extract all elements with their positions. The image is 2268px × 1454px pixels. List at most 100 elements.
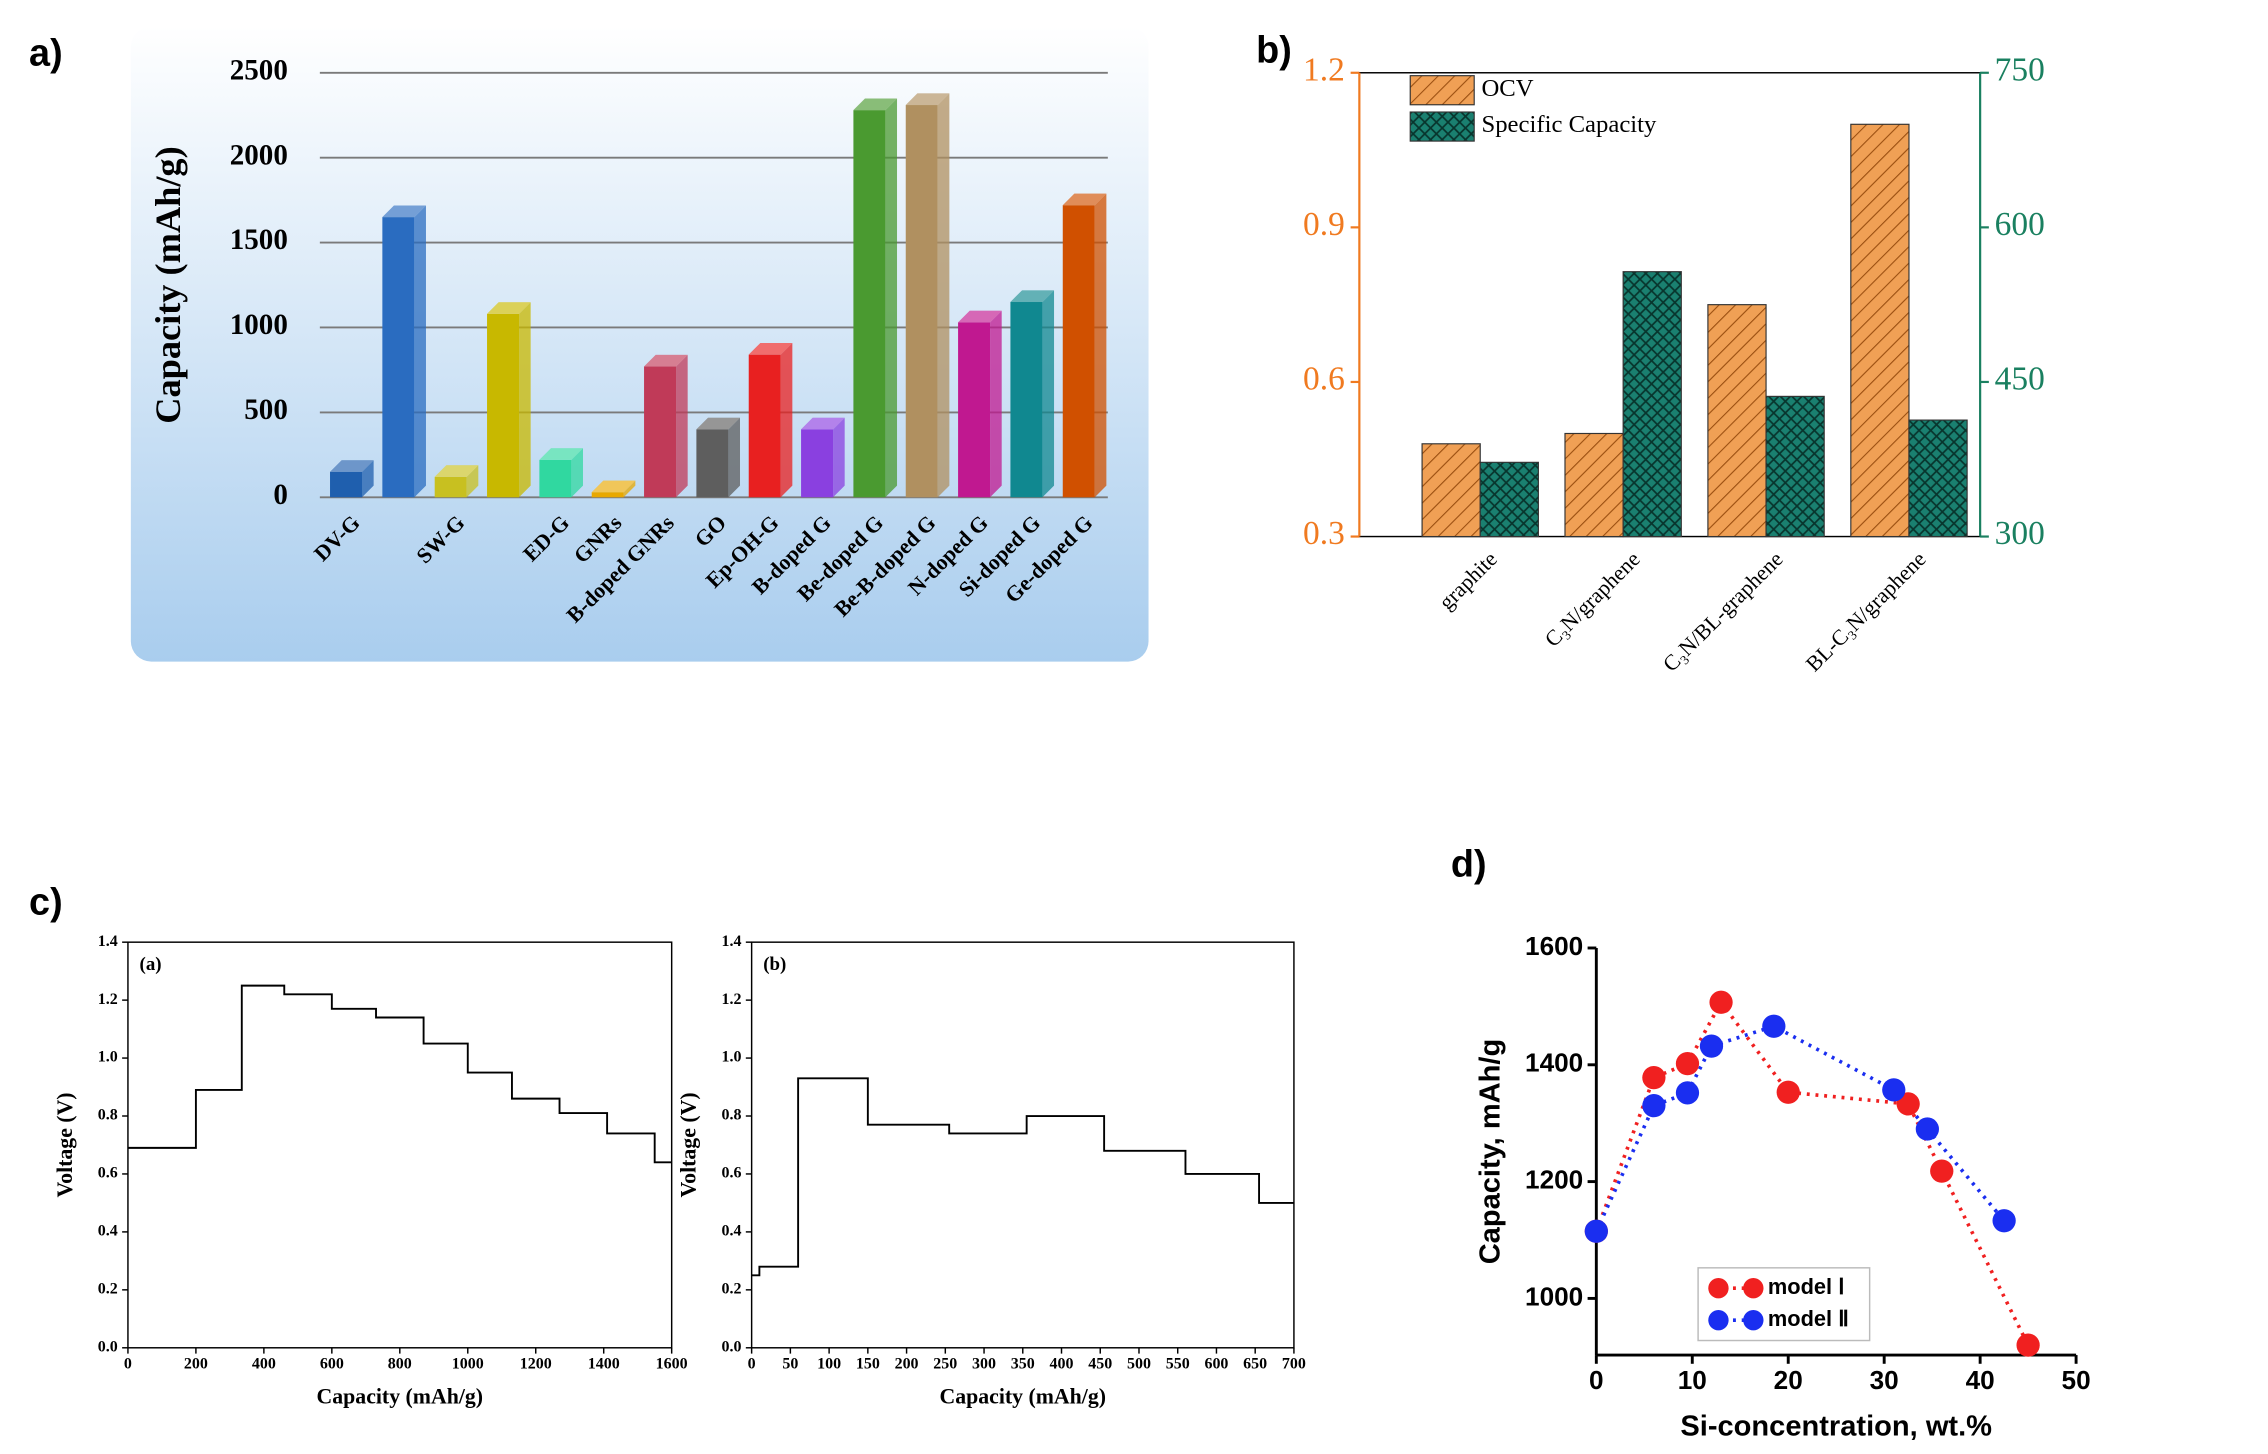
- bar-top: [591, 480, 636, 493]
- bar-side: [780, 343, 793, 498]
- x-tick-label: 20: [1774, 1365, 1803, 1395]
- bar-top-shine: [382, 205, 426, 218]
- y-tick-label: 0.6: [721, 1165, 741, 1182]
- bar: [801, 429, 834, 498]
- x-tick-label: 0: [124, 1355, 132, 1372]
- legend-label: model Ⅰ: [1768, 1274, 1845, 1299]
- x-tick-label: 50: [782, 1355, 798, 1372]
- x-tick-label: graphite: [1434, 547, 1501, 614]
- legend-marker: [1708, 1278, 1729, 1299]
- y-tick-label: 0.2: [721, 1281, 741, 1298]
- y-tick-label: 1.2: [98, 991, 118, 1008]
- point: [1699, 1034, 1724, 1058]
- x-tick-label: 800: [388, 1355, 412, 1372]
- y-tick-label: 0.4: [721, 1223, 741, 1240]
- y-tick-label: 0.8: [98, 1107, 118, 1124]
- x-tick-label: 650: [1243, 1355, 1267, 1372]
- bar-side: [937, 93, 950, 498]
- y2-tick-label: 450: [1995, 361, 2045, 398]
- y-tick-label: 1.4: [98, 933, 118, 950]
- point: [1896, 1092, 1920, 1116]
- y-tick-label: 1400: [1525, 1048, 1583, 1078]
- y-tick-label: 0.3: [1303, 515, 1345, 552]
- y-tick-label: 0.9: [1303, 206, 1345, 243]
- plot-frame: [750, 941, 1295, 1349]
- y-tick-label: 1000: [1525, 1281, 1583, 1311]
- y-tick-label: 2000: [230, 139, 288, 171]
- bar: [434, 476, 467, 498]
- bar: [958, 322, 991, 498]
- y-tick-label: 0.0: [721, 1338, 741, 1355]
- annotation: (a): [140, 954, 162, 975]
- x-axis-title: Capacity (mAh/g): [940, 1385, 1107, 1409]
- bar-top: [434, 465, 479, 477]
- bar-top-shine: [696, 417, 741, 430]
- x-tick-label: 1400: [588, 1355, 620, 1372]
- y2-tick-label: 600: [1995, 206, 2045, 243]
- legend-marker: [1743, 1278, 1764, 1299]
- bar-top: [958, 310, 1002, 323]
- y-tick-label: 1.0: [98, 1049, 118, 1066]
- x-tick-label: 150: [856, 1355, 880, 1372]
- y-axis-title: Capacity (mAh/g): [148, 146, 188, 423]
- point: [1930, 1159, 1954, 1183]
- y-tick-label: 0.2: [98, 1281, 118, 1298]
- x-tick-label: 600: [1204, 1355, 1228, 1372]
- y-tick-label: 1.0: [721, 1049, 741, 1066]
- y-tick-label: 1500: [230, 224, 288, 256]
- bar: [905, 105, 938, 498]
- y-tick-label: 0: [273, 479, 288, 511]
- legend-label: Specific Capacity: [1481, 111, 1657, 138]
- y-tick-label: 1200: [1525, 1165, 1583, 1195]
- bar-top-shine: [330, 460, 374, 472]
- bar-top: [644, 354, 688, 367]
- x-tick-label: 50: [2062, 1365, 2091, 1395]
- panel-label: a): [29, 32, 63, 74]
- point: [1762, 1014, 1786, 1038]
- bar-top-shine: [591, 480, 636, 493]
- y-tick-label: 500: [244, 394, 288, 426]
- bar-side: [833, 417, 845, 498]
- x-tick-label: 1200: [520, 1355, 552, 1372]
- y2-tick-label: 750: [1995, 51, 2045, 88]
- y-tick-label: 1600: [1525, 931, 1583, 961]
- bar-top: [905, 93, 950, 106]
- x-tick-label: 100: [817, 1355, 841, 1372]
- x-tick-label: BL-C₃N/graphene: [1801, 547, 1930, 676]
- point: [1882, 1078, 1906, 1102]
- point: [1675, 1081, 1700, 1105]
- bar: [1062, 205, 1095, 498]
- x-tick-label: 200: [895, 1355, 919, 1372]
- bar-top-shine: [905, 93, 950, 106]
- x-axis-title: Si-concentration, wt.%: [1680, 1410, 1992, 1442]
- legend-label: OCV: [1481, 75, 1533, 102]
- x-axis-title: Capacity (mAh/g): [317, 1385, 484, 1409]
- bar: [1707, 304, 1767, 538]
- bar: [1908, 419, 1968, 538]
- plot-frame: [127, 941, 673, 1349]
- bar: [1564, 432, 1624, 538]
- bar-top: [801, 417, 845, 430]
- bar-top-shine: [1010, 290, 1055, 303]
- bar-top: [1010, 290, 1055, 303]
- bar-top: [382, 205, 426, 218]
- bar: [853, 110, 886, 498]
- bar-top-shine: [958, 310, 1002, 323]
- bar-top: [1062, 193, 1107, 206]
- bar-side: [571, 448, 583, 498]
- x-tick-label: 300: [972, 1355, 996, 1372]
- bar-side: [1042, 290, 1055, 498]
- dotted-line: [1594, 1024, 2006, 1233]
- bar-side: [519, 302, 531, 498]
- legend-swatch: [1409, 111, 1475, 142]
- step-line: [127, 984, 672, 1164]
- y-tick-label: 1.2: [721, 991, 741, 1008]
- x-tick-label: 200: [184, 1355, 208, 1372]
- annotation: (b): [763, 954, 786, 975]
- x-tick-label: 350: [1011, 1355, 1035, 1372]
- point: [1709, 990, 1733, 1014]
- bar-top: [330, 460, 374, 472]
- bar-top-shine: [748, 343, 793, 355]
- point: [1642, 1094, 1666, 1118]
- bar-side: [414, 205, 426, 498]
